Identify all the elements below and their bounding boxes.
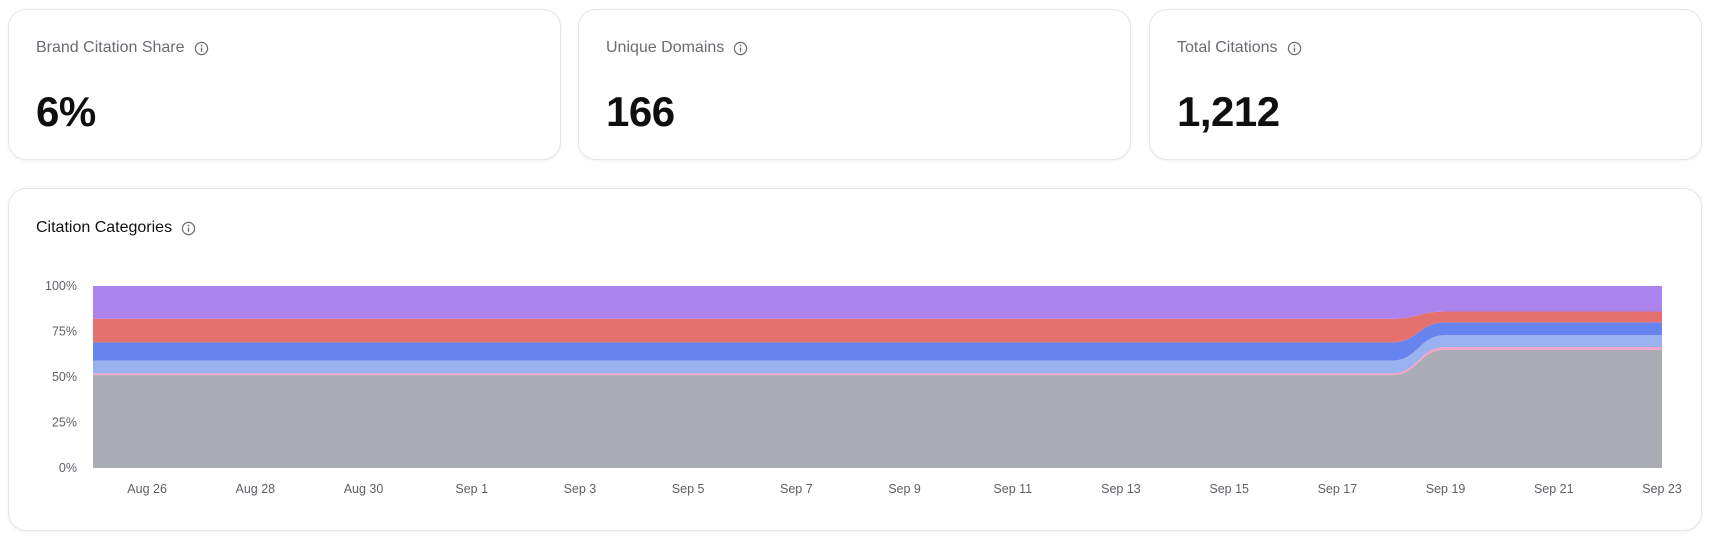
kpi-value: 1,212: [1177, 88, 1280, 135]
citation-categories-card: Citation Categories: [8, 188, 1702, 531]
info-icon[interactable]: [1287, 41, 1302, 56]
info-icon[interactable]: [733, 41, 748, 56]
kpi-value: 166: [606, 88, 675, 135]
kpi-card-brand-citation-share: Brand Citation Share 6%: [8, 9, 561, 160]
kpi-value: 6%: [36, 88, 96, 135]
kpi-title: Brand Citation Share: [36, 39, 185, 56]
kpi-card-total-citations: Total Citations 1,212: [1149, 9, 1702, 160]
kpi-card-unique-domains: Unique Domains 166: [578, 9, 1131, 160]
kpi-title: Total Citations: [1177, 39, 1278, 56]
info-icon[interactable]: [194, 41, 209, 56]
info-icon[interactable]: [181, 221, 196, 236]
kpi-title: Unique Domains: [606, 39, 725, 56]
chart-title: Citation Categories: [36, 219, 173, 236]
